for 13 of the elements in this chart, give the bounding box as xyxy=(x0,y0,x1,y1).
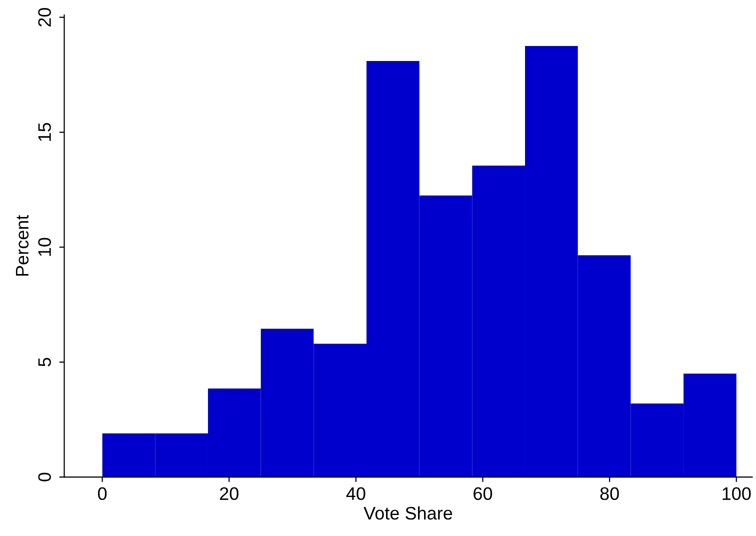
x-tick-label: 20 xyxy=(220,487,238,500)
x-tick-label: 40 xyxy=(346,487,366,500)
x-axis-title: Vote Share xyxy=(364,506,452,520)
x-tick-label: 100 xyxy=(722,487,751,500)
y-tick-label: 5 xyxy=(38,358,51,366)
y-tick-label: 15 xyxy=(38,122,51,141)
y-axis-title: Percent xyxy=(16,215,29,276)
x-tick-label: 80 xyxy=(600,487,619,500)
x-tick-label: 0 xyxy=(98,487,107,500)
y-tick-label: 10 xyxy=(38,238,51,256)
x-tick-label: 60 xyxy=(474,487,492,500)
y-tick-label: 20 xyxy=(38,8,51,26)
y-tick-label: 0 xyxy=(38,472,51,482)
